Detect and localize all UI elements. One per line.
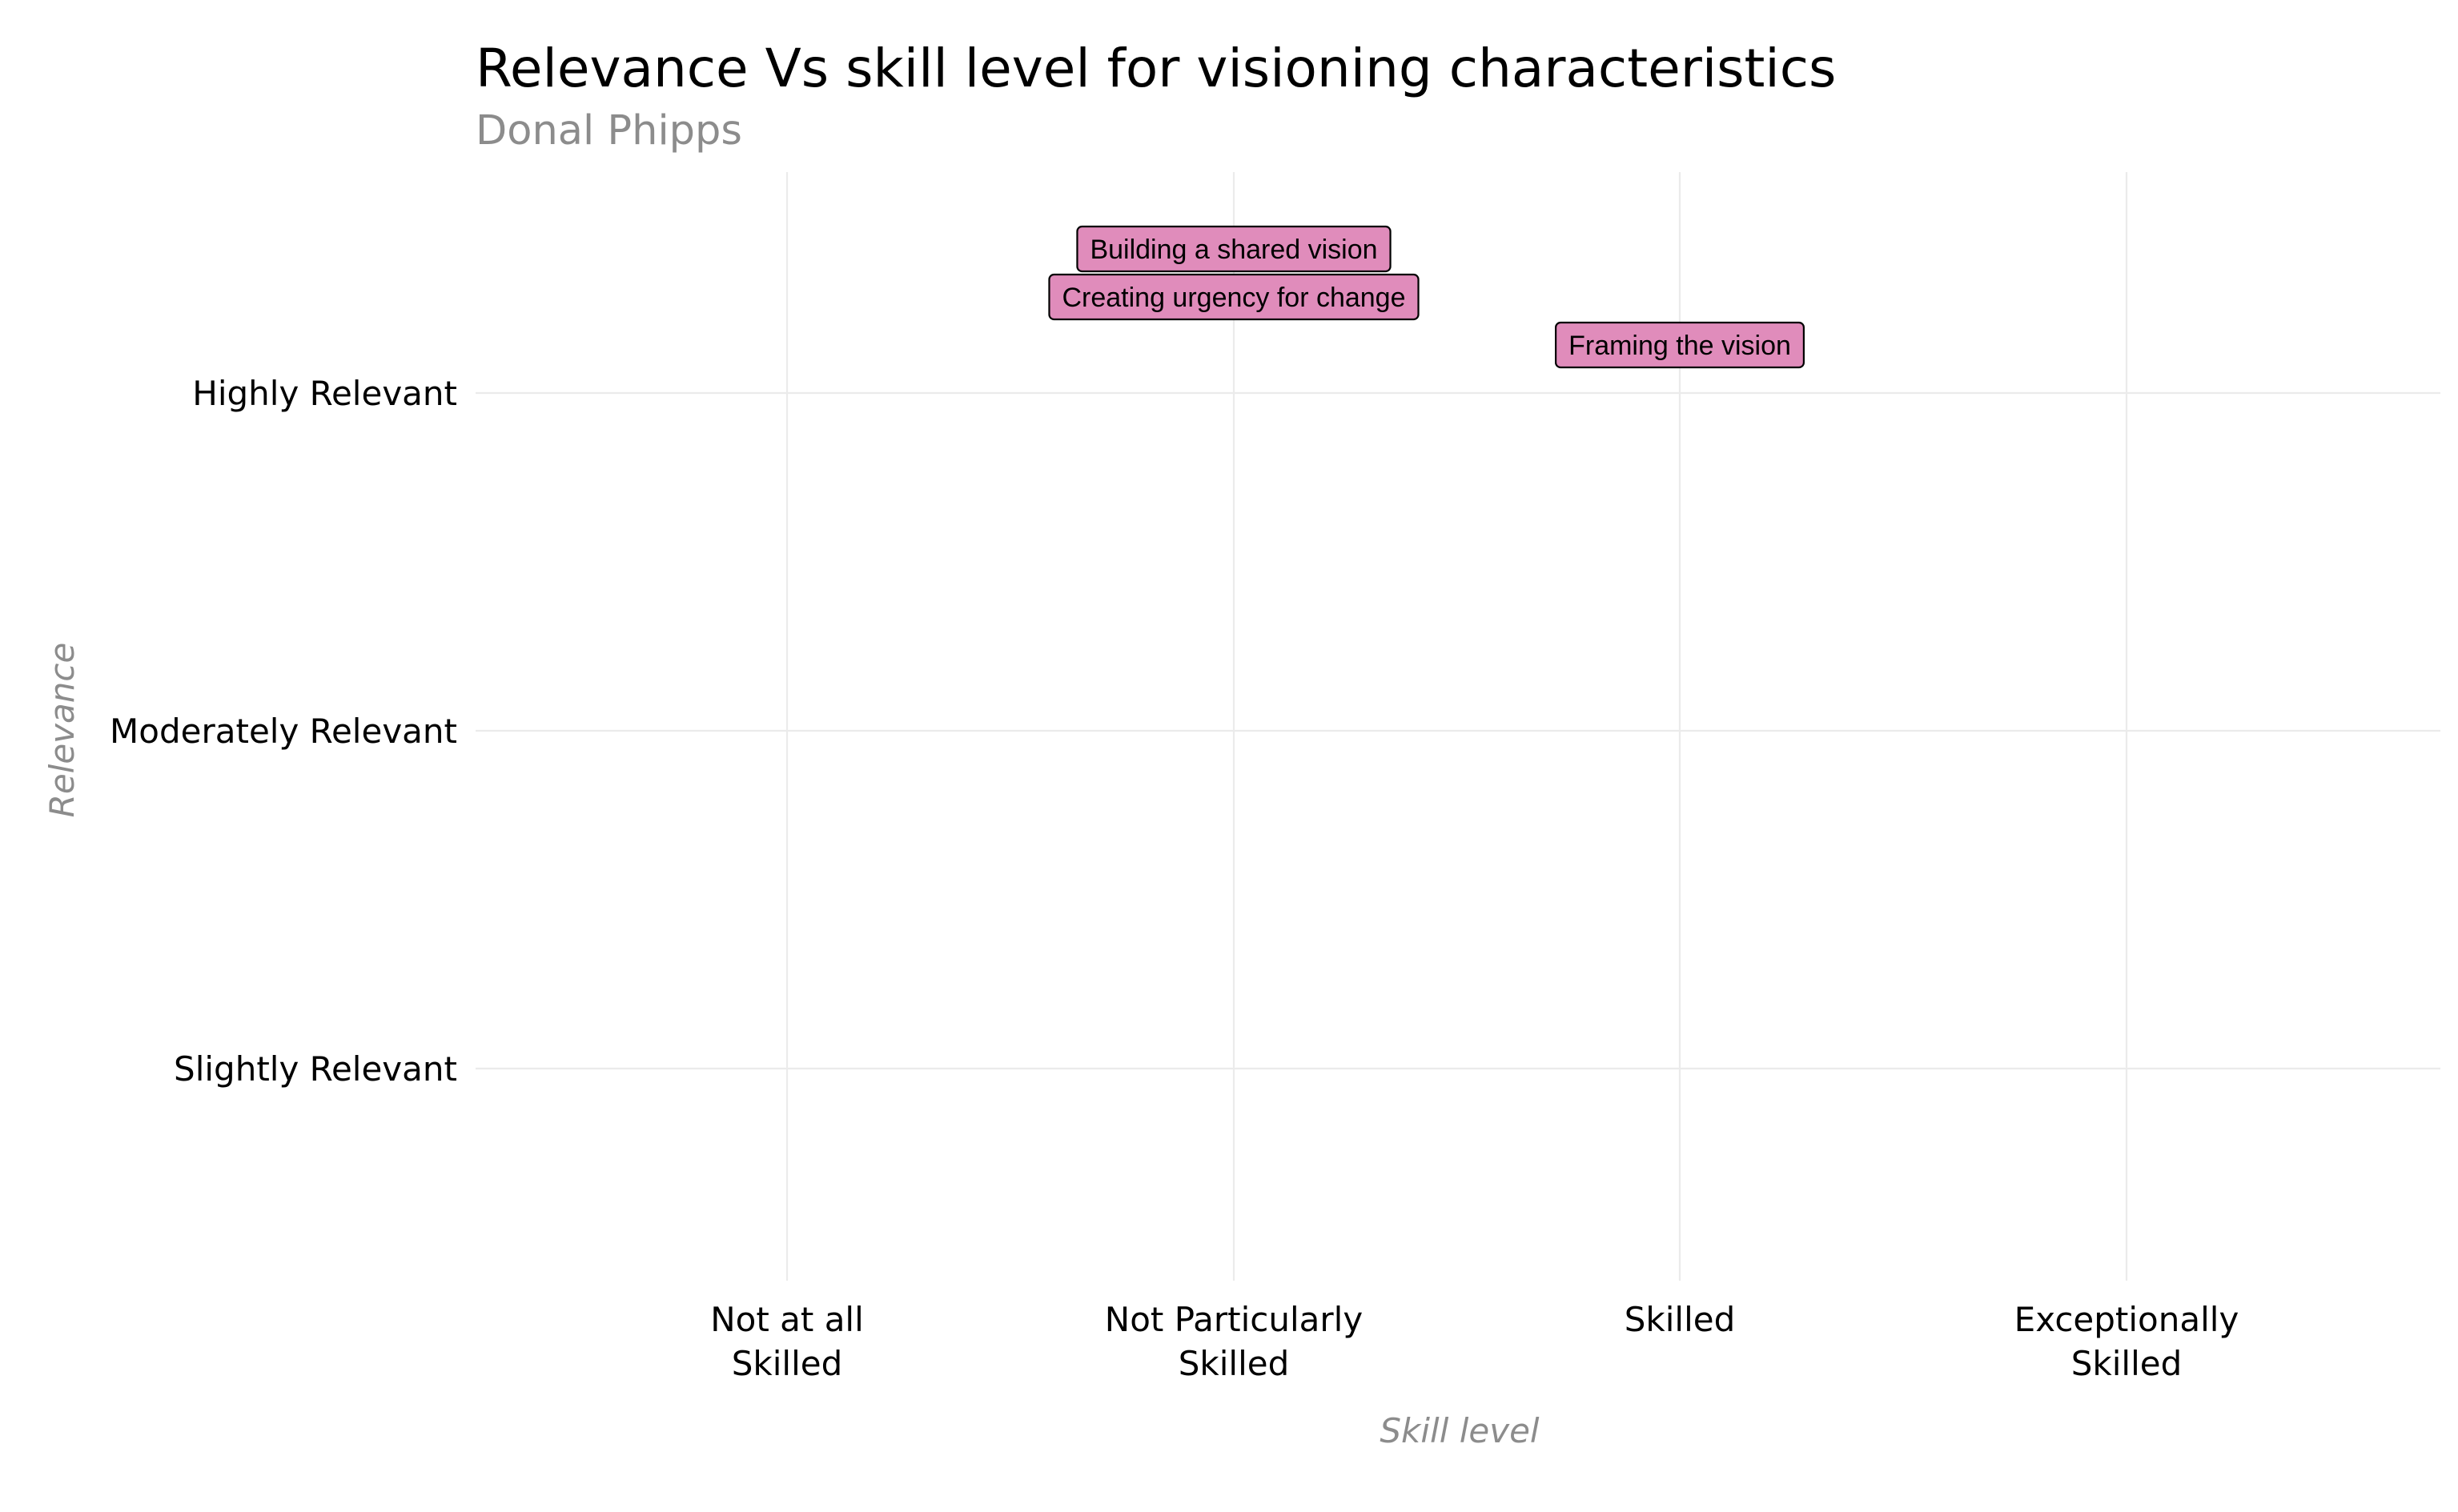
point-label-box xyxy=(1076,225,1392,273)
point-label: Framing the vision xyxy=(1555,321,1805,369)
y-axis-title: Relevance xyxy=(42,643,82,818)
point-label-text: Creating urgency for change xyxy=(1062,283,1405,313)
x-tick-label: Exceptionally Skilled xyxy=(2014,1300,2239,1383)
x-axis-title: Skill level xyxy=(1380,1411,1540,1450)
grid-lines xyxy=(476,172,2440,1281)
x-tick-label: Skilled xyxy=(1625,1300,1736,1339)
point-label-box xyxy=(1048,273,1420,321)
y-tick-label: Moderately Relevant xyxy=(110,712,457,751)
point-label: Creating urgency for change xyxy=(1048,273,1420,321)
point-label-text: Building a shared vision xyxy=(1090,235,1377,265)
point-label-box xyxy=(1555,321,1805,369)
chart-title: Relevance Vs skill level for visioning c… xyxy=(476,38,1836,99)
point-labels: Building a shared vision Creating urgency… xyxy=(1048,225,1805,369)
y-tick-label: Slightly Relevant xyxy=(174,1049,457,1089)
y-tick-label: Highly Relevant xyxy=(192,374,457,413)
point-label-text: Framing the vision xyxy=(1568,331,1791,361)
x-tick-label: Not at all Skilled xyxy=(710,1300,864,1383)
x-tick-label: Not Particularly Skilled xyxy=(1105,1300,1363,1383)
point-label: Building a shared vision xyxy=(1076,225,1392,273)
x-axis-ticks: Not at all Skilled Not Particularly Skilled… xyxy=(710,1300,2239,1383)
y-axis-ticks: Slightly Relevant Moderately Relevant High… xyxy=(110,374,457,1089)
chart-subtitle: Donal Phipps xyxy=(476,107,742,154)
